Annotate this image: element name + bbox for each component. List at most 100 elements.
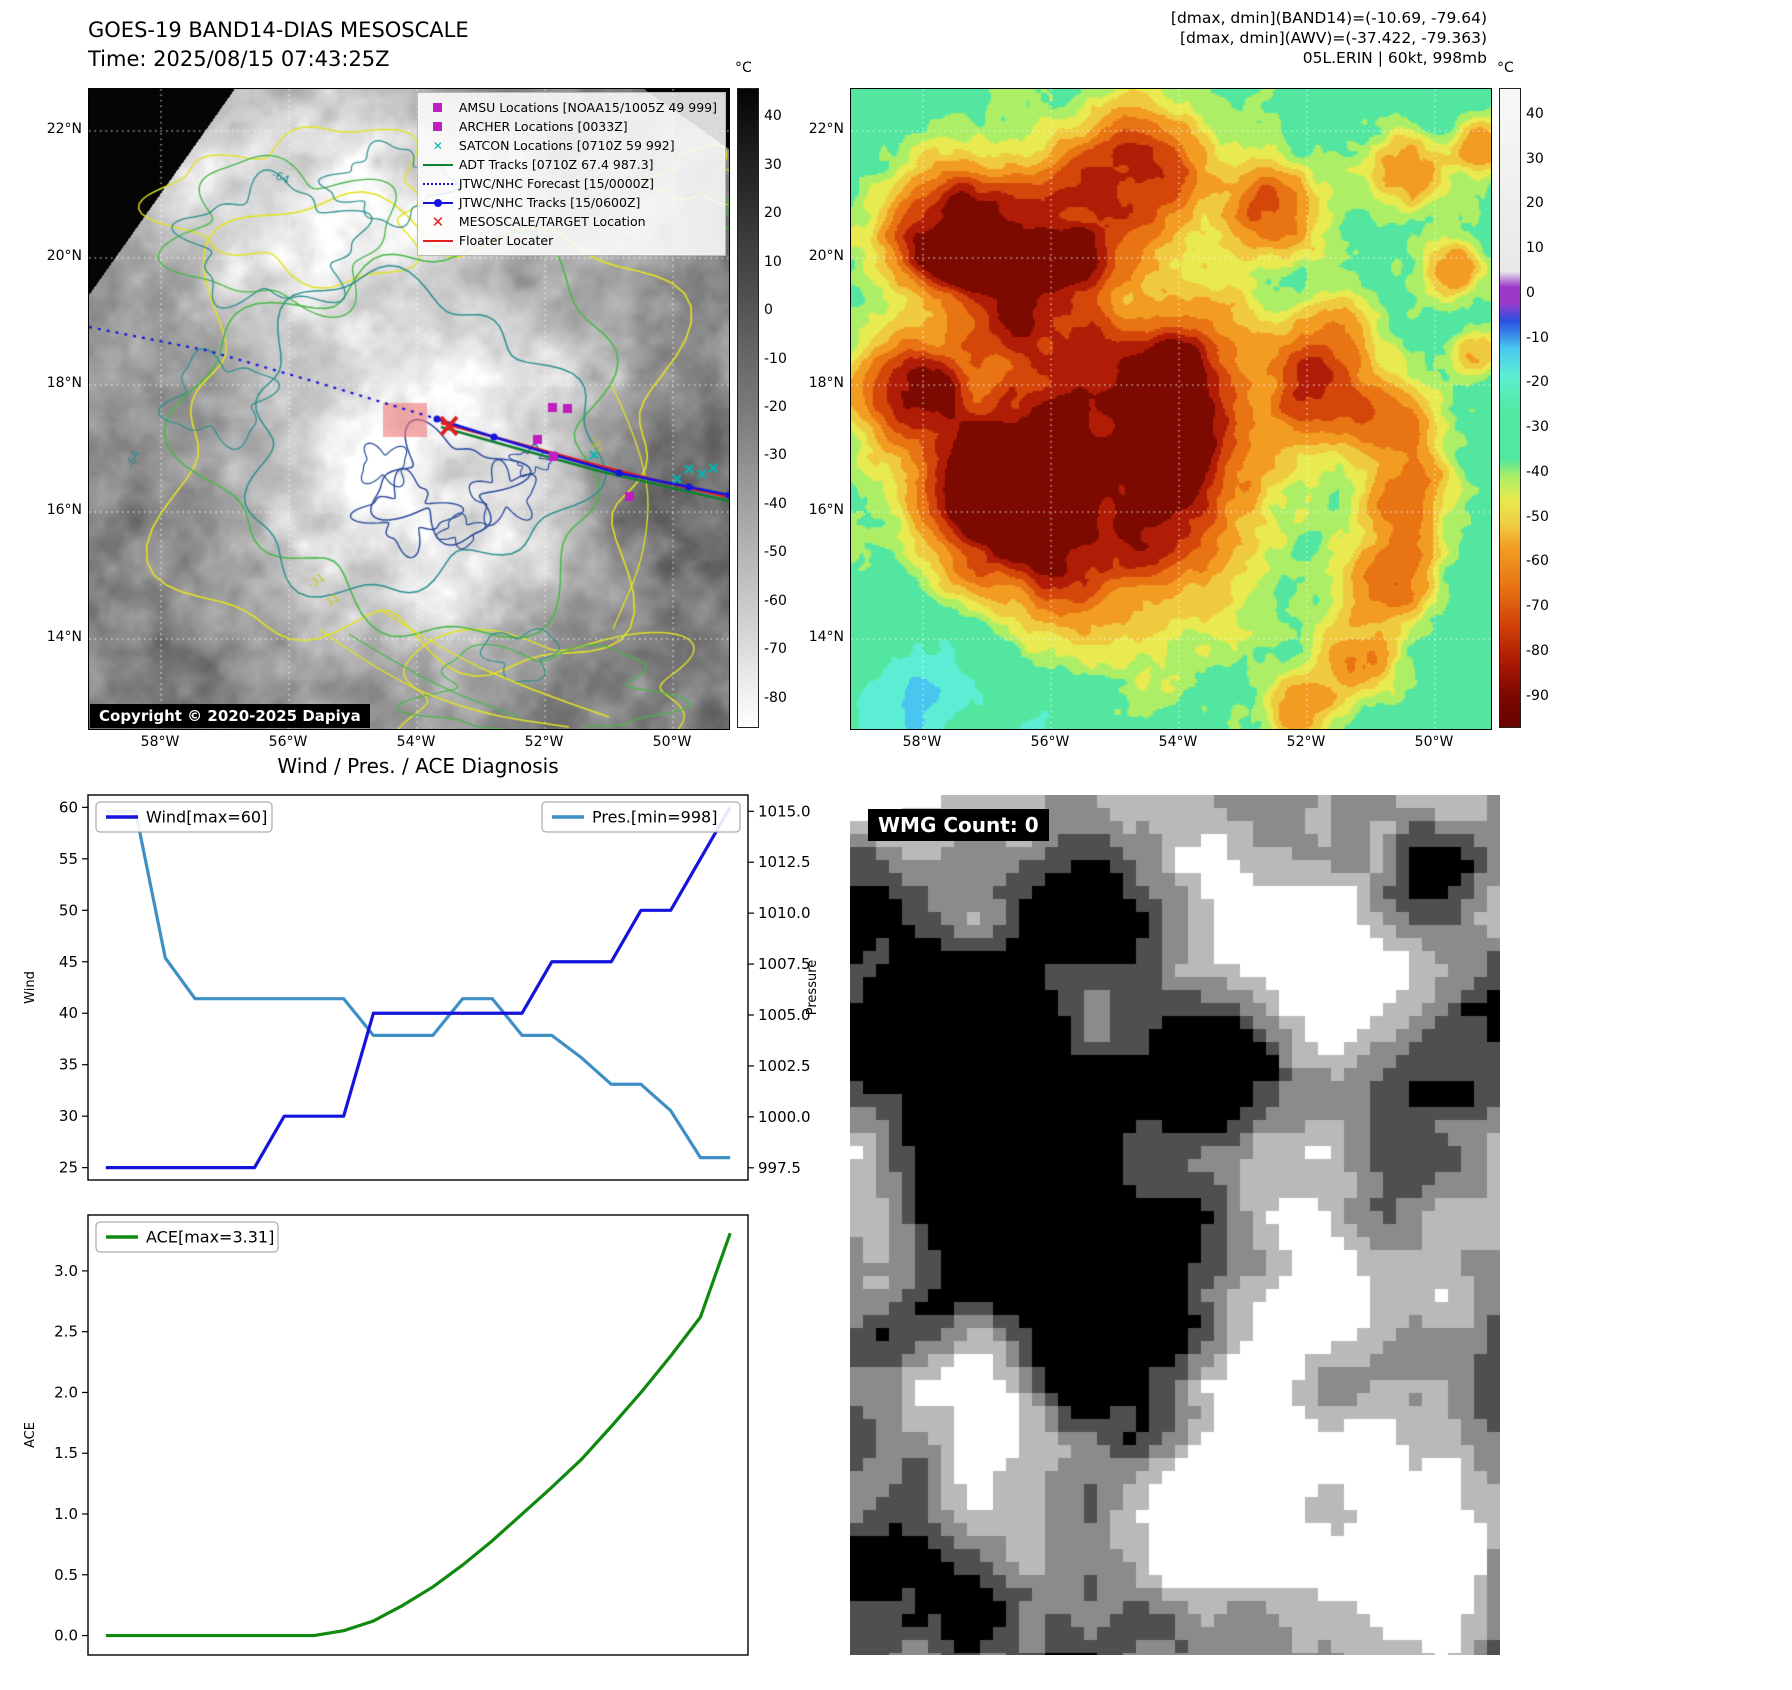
svg-text:1015.0: 1015.0: [758, 802, 811, 820]
copyright-label: Copyright © 2020-2025 Dapiya: [90, 704, 370, 728]
svg-text:1000.0: 1000.0: [758, 1108, 811, 1126]
svg-text:60: 60: [59, 798, 78, 816]
ace-chart: 0.0 0.5 1.0 1.5 2.0 2.5 3.0 ACE ACE[max=3.31]: [23, 1214, 749, 1656]
goes-colorbar-tick: -10: [764, 350, 787, 367]
goes-colorbar-tick: -40: [764, 495, 787, 512]
awv-image: [851, 89, 1491, 729]
goes-time: Time: 2025/08/15 07:43:25Z: [88, 47, 390, 71]
goes-colorbar-tick: -70: [764, 641, 787, 658]
goes-colorbar-tick: -30: [764, 447, 787, 464]
goes-colorbar-tick: -50: [764, 544, 787, 561]
diagnosis-title: Wind / Pres. / ACE Diagnosis: [277, 754, 559, 778]
legend-item: AMSU Locations [NOAA15/1005Z 49 999]: [421, 98, 717, 117]
awv-colorbar-unit: °C: [1497, 60, 1514, 76]
awv-colorbar-tick: -90: [1526, 687, 1549, 704]
goes-colorbar-tick: -60: [764, 592, 787, 609]
goes-title-block: GOES-19 BAND14-DIAS MESOSCALE Time: 2025…: [88, 16, 469, 74]
legend-item-label: Floater Locater: [458, 233, 554, 248]
awv-colorbar-tick: 40: [1526, 105, 1544, 122]
legend-item: ✕ MESOSCALE/TARGET Location: [421, 212, 717, 231]
awv-lon-tick: 52°W: [1286, 734, 1326, 750]
svg-text:2.0: 2.0: [54, 1383, 78, 1401]
legend-item: ADT Tracks [0710Z 67.4 987.3]: [421, 155, 717, 174]
legend-item-label: JTWC/NHC Tracks [15/0600Z]: [458, 195, 641, 210]
legend-item-label: AMSU Locations [NOAA15/1005Z 49 999]: [458, 100, 717, 115]
dotted-line-icon: [421, 182, 455, 185]
svg-text:45: 45: [59, 953, 78, 971]
awv-colorbar-tick: -10: [1526, 329, 1549, 346]
legend-item: Floater Locater: [421, 231, 717, 250]
svg-text:Pres.[min=998]: Pres.[min=998]: [592, 808, 717, 827]
goes-lon-tick: 52°W: [524, 734, 564, 750]
goes-colorbar: [737, 88, 759, 728]
awv-lat-tick: 18°N: [808, 375, 844, 391]
awv-lon-tick: 58°W: [902, 734, 942, 750]
svg-text:25: 25: [59, 1159, 78, 1177]
legend-item-label: MESOSCALE/TARGET Location: [458, 214, 646, 229]
awv-colorbar-tick: 10: [1526, 240, 1544, 257]
awv-lat-tick: 16°N: [808, 502, 844, 518]
goes-lon-tick: 56°W: [268, 734, 308, 750]
awv-header-line2: [dmax, dmin](AWV)=(-37.422, -79.363): [1180, 29, 1487, 47]
wmg-count-label: WMG Count: 0: [868, 809, 1049, 841]
awv-colorbar-tick: -20: [1526, 374, 1549, 391]
awv-lon-tick: 56°W: [1030, 734, 1070, 750]
line-icon: [421, 163, 455, 166]
svg-text:997.5: 997.5: [758, 1159, 801, 1177]
awv-colorbar-tick: -30: [1526, 419, 1549, 436]
goes-colorbar-tick: -20: [764, 399, 787, 415]
goes-colorbar-tick: 10: [764, 253, 782, 270]
svg-text:1.0: 1.0: [54, 1505, 78, 1523]
goes-colorbar-tick: 0: [764, 302, 773, 319]
legend-item: ARCHER Locations [0033Z]: [421, 117, 717, 136]
awv-lon-tick: 50°W: [1414, 734, 1454, 750]
bold-x-icon: ✕: [431, 212, 445, 231]
awv-header: [dmax, dmin](BAND14)=(-10.69, -79.64) [d…: [1040, 8, 1487, 68]
x-icon: ✕: [432, 138, 443, 153]
awv-header-line1: [dmax, dmin](BAND14)=(-10.69, -79.64): [1170, 9, 1487, 27]
square-icon: [421, 122, 455, 131]
line-dot-icon: [421, 198, 455, 207]
svg-text:50: 50: [59, 901, 78, 919]
awv-lat-tick: 14°N: [808, 629, 844, 645]
awv-colorbar: [1499, 88, 1521, 728]
goes-lon-tick: 50°W: [652, 734, 692, 750]
wmg-image: [850, 795, 1500, 1655]
svg-text:1.5: 1.5: [54, 1444, 78, 1462]
legend-item: JTWC/NHC Forecast [15/0000Z]: [421, 174, 717, 193]
goes-lat-tick: 16°N: [46, 502, 82, 518]
goes-title: GOES-19 BAND14-DIAS MESOSCALE: [88, 18, 469, 42]
wmg-panel: WMG Count: 0: [850, 795, 1500, 1655]
svg-text:30: 30: [59, 1107, 78, 1125]
awv-header-line3: 05L.ERIN | 60kt, 998mb: [1302, 49, 1487, 67]
awv-colorbar-tick: -50: [1526, 508, 1549, 525]
awv-colorbar-tick: -40: [1526, 463, 1549, 480]
awv-lat-tick: 20°N: [808, 248, 844, 264]
legend-item-label: SATCON Locations [0710Z 59 992]: [458, 138, 675, 153]
svg-text:2.5: 2.5: [54, 1323, 78, 1341]
awv-lat-tick: 22°N: [808, 121, 844, 137]
awv-colorbar-tick: -60: [1526, 553, 1549, 570]
svg-text:1012.5: 1012.5: [758, 853, 811, 871]
goes-colorbar-tick: 20: [764, 205, 782, 222]
legend-item: ✕ SATCON Locations [0710Z 59 992]: [421, 136, 717, 155]
legend-item-label: ARCHER Locations [0033Z]: [458, 119, 628, 134]
svg-text:40: 40: [59, 1004, 78, 1022]
awv-colorbar-tick: -70: [1526, 598, 1549, 615]
goes-colorbar-tick: 40: [764, 108, 782, 125]
goes-lat-tick: 22°N: [46, 121, 82, 137]
svg-text:0.0: 0.0: [54, 1627, 78, 1645]
goes-lat-tick: 18°N: [46, 375, 82, 391]
svg-text:Pressure: Pressure: [805, 960, 820, 1016]
goes-lon-tick: 58°W: [140, 734, 180, 750]
svg-text:Wind[max=60]: Wind[max=60]: [146, 808, 267, 827]
goes-lat-tick: 14°N: [46, 629, 82, 645]
svg-text:ACE[max=3.31]: ACE[max=3.31]: [146, 1228, 274, 1247]
awv-map: [850, 88, 1492, 730]
goes-ir-map: AMSU Locations [NOAA15/1005Z 49 999] ARCH…: [88, 88, 730, 730]
awv-colorbar-tick: 0: [1526, 284, 1535, 301]
svg-text:1005.0: 1005.0: [758, 1006, 811, 1024]
svg-text:0.5: 0.5: [54, 1566, 78, 1584]
svg-text:3.0: 3.0: [54, 1262, 78, 1280]
svg-text:1002.5: 1002.5: [758, 1057, 811, 1075]
